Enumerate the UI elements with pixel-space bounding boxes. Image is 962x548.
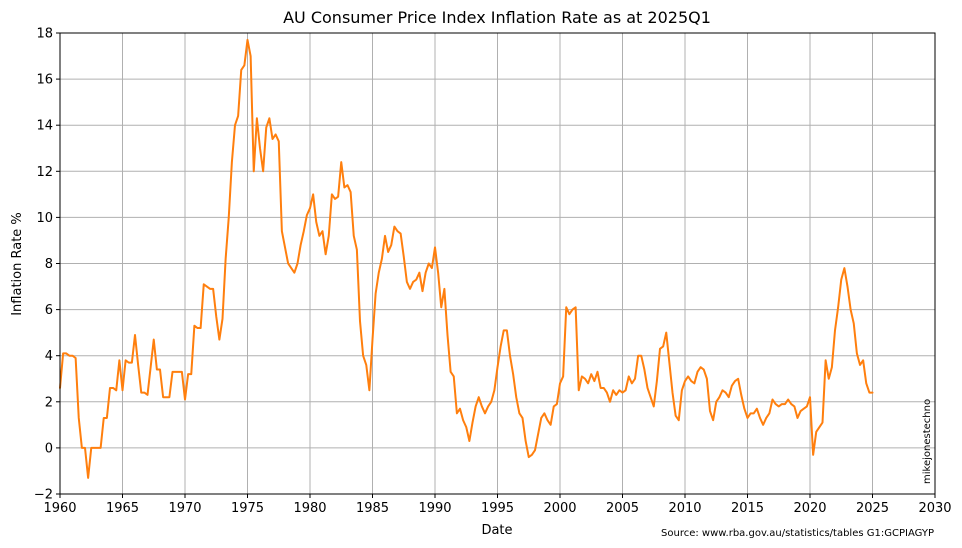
x-tick-label: 1995: [481, 501, 514, 516]
x-tick-label: 2000: [543, 501, 576, 516]
y-tick-label: 6: [45, 303, 53, 318]
series-layer: [59, 38, 874, 479]
y-tick-label: 2: [45, 395, 53, 410]
x-tick-label: 1960: [43, 501, 76, 516]
x-tick-label: 1980: [293, 501, 326, 516]
y-tick-label: 8: [45, 257, 53, 272]
x-tick-label: 1970: [168, 501, 201, 516]
y-tick-label: 12: [36, 165, 53, 180]
chart-title: AU Consumer Price Index Inflation Rate a…: [283, 8, 711, 27]
y-tick-label: 10: [36, 211, 53, 226]
y-tick-label: 18: [36, 27, 53, 42]
x-tick-label: 1975: [231, 501, 264, 516]
x-tick-label: 1965: [106, 501, 139, 516]
series-line-inflation: [59, 38, 874, 479]
gridlines: [59, 32, 936, 495]
y-tick-label: 0: [45, 441, 53, 456]
x-tick-label: 1985: [356, 501, 389, 516]
x-tick-label: 2010: [668, 501, 701, 516]
x-tick-label: 1990: [418, 501, 451, 516]
x-tick-label: 2020: [793, 501, 826, 516]
y-tick-label: 16: [36, 73, 53, 88]
x-tick-label: 2030: [918, 501, 951, 516]
x-tick-label: 2025: [856, 501, 889, 516]
x-axis-label: Date: [481, 523, 512, 538]
y-tick-label: 4: [45, 349, 53, 364]
y-tick-label: −2: [34, 488, 53, 503]
watermark-text: mikejonestechno: [922, 399, 933, 484]
x-tick-label: 2005: [606, 501, 639, 516]
source-note: Source: www.rba.gov.au/statistics/tables…: [661, 528, 934, 539]
axis-ticks: 1960 1965 1970 1975 1980 1985 1990 1995 2000 2005…: [34, 27, 952, 517]
y-tick-label: 14: [36, 119, 53, 134]
y-axis-label: Inflation Rate %: [10, 212, 25, 316]
x-tick-label: 2015: [731, 501, 764, 516]
